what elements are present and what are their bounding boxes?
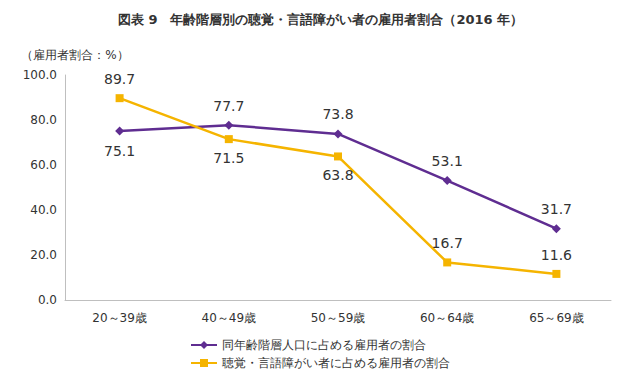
svg-text:63.8: 63.8 bbox=[322, 167, 353, 183]
svg-text:20.0: 20.0 bbox=[30, 248, 57, 262]
svg-text:11.6: 11.6 bbox=[541, 247, 572, 263]
svg-text:100.0: 100.0 bbox=[23, 68, 57, 82]
svg-text:（雇用者割合：%）: （雇用者割合：%） bbox=[21, 48, 128, 62]
svg-text:図表 9 年齢階層別の聴覚・言語障がい者の雇用者割合（201: 図表 9 年齢階層別の聴覚・言語障がい者の雇用者割合（2016 年） bbox=[118, 12, 523, 27]
svg-text:60.0: 60.0 bbox=[30, 158, 57, 172]
svg-text:77.7: 77.7 bbox=[213, 98, 244, 114]
svg-text:0.0: 0.0 bbox=[38, 293, 57, 307]
svg-text:73.8: 73.8 bbox=[322, 106, 353, 122]
svg-text:40～49歳: 40～49歳 bbox=[202, 311, 257, 325]
svg-text:89.7: 89.7 bbox=[104, 71, 135, 87]
svg-text:20～39歳: 20～39歳 bbox=[92, 311, 147, 325]
svg-text:聴覚・言語障がい者に占める雇用者の割合: 聴覚・言語障がい者に占める雇用者の割合 bbox=[222, 356, 450, 370]
svg-text:75.1: 75.1 bbox=[104, 143, 135, 159]
svg-text:60～64歳: 60～64歳 bbox=[420, 311, 475, 325]
svg-text:53.1: 53.1 bbox=[432, 153, 463, 169]
svg-text:同年齢階層人口に占める雇用者の割合: 同年齢階層人口に占める雇用者の割合 bbox=[222, 338, 426, 352]
svg-text:65～69歳: 65～69歳 bbox=[529, 311, 584, 325]
svg-text:71.5: 71.5 bbox=[213, 150, 244, 166]
svg-text:16.7: 16.7 bbox=[432, 235, 463, 251]
svg-text:50～59歳: 50～59歳 bbox=[311, 311, 366, 325]
svg-text:31.7: 31.7 bbox=[541, 201, 572, 217]
svg-text:40.0: 40.0 bbox=[30, 203, 57, 217]
svg-text:80.0: 80.0 bbox=[30, 113, 57, 127]
